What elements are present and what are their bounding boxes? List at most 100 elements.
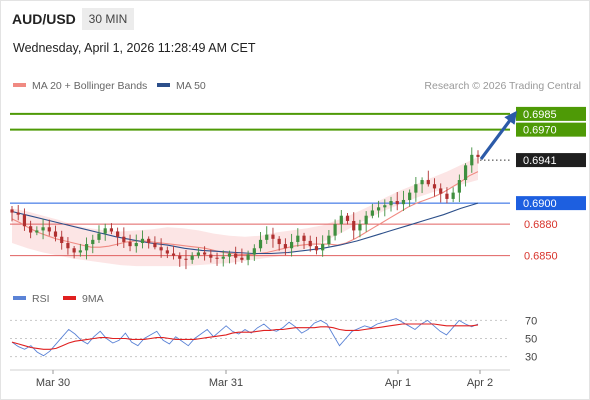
candle-body [41, 227, 45, 231]
candle-body [389, 201, 393, 206]
candle-body [209, 254, 213, 258]
candle-body [109, 228, 114, 232]
candle-body [190, 255, 194, 260]
candle-body [271, 234, 275, 239]
candle-body [47, 227, 51, 232]
candle-body [128, 241, 132, 247]
candle-body [277, 238, 281, 245]
candle-body [215, 257, 219, 259]
candle-body [97, 233, 101, 240]
timestamp: Wednesday, April 1, 2026 11:28:49 AM CET [13, 41, 256, 55]
candle-body [395, 201, 399, 205]
candle-body [258, 239, 263, 249]
rsi-series-9ma [11, 323, 479, 350]
candle-body [203, 252, 207, 255]
candle-body [66, 243, 70, 249]
rsi-tick-label: 50 [525, 334, 537, 346]
level-label-0.6970: 0.6970 [523, 125, 557, 137]
level-tag-0.6900 [516, 196, 586, 211]
legend-9ma: 9MA [63, 293, 104, 305]
level-label-0.6985: 0.6985 [523, 109, 557, 121]
candle-body [376, 207, 381, 211]
candle-body [72, 248, 76, 253]
candle-body [470, 154, 474, 166]
legend-swatch-9ma [63, 296, 76, 301]
candle-body [370, 210, 374, 216]
legend-label-9ma: 9MA [82, 293, 104, 305]
level-label-0.6900: 0.6900 [523, 198, 557, 210]
candle-body [296, 235, 300, 242]
legend-ma20-bollinger: MA 20 + Bollinger Bands [13, 80, 147, 92]
rsi-panel: 30 50 70 [10, 315, 537, 364]
level-label-0.6880: 0.6880 [524, 219, 558, 231]
candle-body [414, 184, 418, 193]
research-credit: Research © 2026 Trading Central [424, 80, 581, 92]
legend-label-rsi: RSI [32, 293, 50, 305]
rsi-series-rsi [11, 318, 479, 357]
candle-body [53, 231, 58, 237]
level-lines: 0.6985 0.6970 0.6900 0.6880 0.6850 [10, 106, 586, 263]
candle-body [420, 180, 424, 185]
timeframe-badge[interactable]: 30 MIN [82, 8, 134, 30]
current-price-tag [516, 153, 586, 168]
candle-body [116, 231, 120, 237]
time-tick-label: Apr 2 [467, 377, 493, 389]
candle-body [159, 247, 163, 251]
ma50-line [11, 202, 479, 255]
candle-body [246, 254, 250, 260]
candle-body [463, 165, 468, 181]
candle-body [165, 250, 169, 254]
candle-body [78, 250, 82, 253]
legend-swatch-rsi [13, 296, 26, 301]
candle-body [339, 215, 343, 225]
rsi-tick-label: 70 [525, 315, 537, 327]
candle-body [221, 256, 225, 259]
candle-body [358, 224, 362, 231]
candle-body [252, 248, 256, 255]
forecast-arrow [479, 110, 518, 161]
level-label-0.6850: 0.6850 [524, 251, 558, 263]
candle-body [439, 188, 443, 194]
current-price-label: 0.6941 [523, 155, 557, 167]
candle-body [432, 184, 437, 189]
symbol-title: AUD/USD [12, 11, 76, 27]
candle-body [445, 193, 449, 199]
candle-body [234, 253, 238, 258]
candle-body [140, 238, 145, 244]
candle-body [10, 209, 14, 213]
candle-body [29, 226, 33, 233]
legend-swatch-ma50 [157, 83, 170, 88]
candle-body [171, 253, 176, 256]
candle-body [333, 224, 337, 236]
candle-body [302, 235, 306, 241]
candle-body [178, 255, 182, 259]
candle-body [352, 220, 356, 231]
candle-body [408, 192, 412, 200]
candle-body [22, 214, 27, 227]
candle-body [364, 215, 368, 225]
level-tag-0.6985 [516, 106, 586, 121]
ma20-line [11, 171, 479, 256]
candle-body [265, 234, 269, 240]
candlesticks [10, 147, 480, 270]
candle-body [60, 236, 64, 244]
candle-body [308, 240, 312, 247]
legend-rsi: RSI [13, 293, 50, 305]
legend-label-ma20: MA 20 + Bollinger Bands [32, 80, 148, 92]
candle-body [327, 235, 331, 245]
time-tick-label: Mar 30 [36, 377, 70, 389]
candle-body [476, 154, 480, 157]
candle-body [84, 244, 89, 251]
candle-body [383, 205, 387, 208]
candle-body [134, 243, 138, 247]
candle-body [283, 244, 287, 249]
legend-label-ma50: MA 50 [176, 80, 206, 92]
candle-body [345, 215, 350, 221]
candle-body [314, 246, 319, 251]
forecast-overlay: 0.6941 [479, 110, 586, 168]
candle-body [240, 257, 244, 260]
candle-body [457, 180, 461, 193]
candle-body [451, 192, 455, 199]
